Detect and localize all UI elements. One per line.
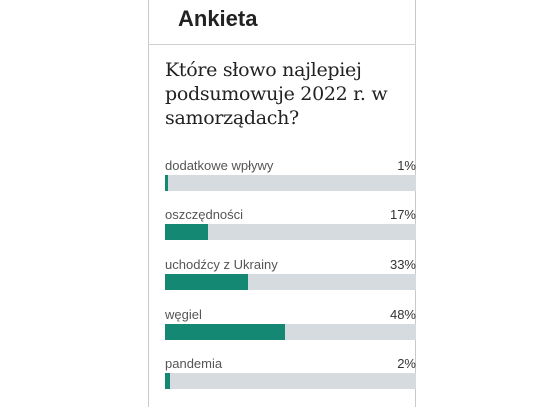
option-bar-fill [165, 373, 171, 389]
option-percent: 1% [397, 158, 416, 173]
poll-header: Ankieta [148, 0, 416, 45]
option-label: węgiel [165, 307, 202, 322]
poll-option-uchodzcy-z-ukrainy[interactable]: uchodźcy z Ukrainy 33% [165, 257, 416, 297]
option-percent: 17% [389, 207, 416, 222]
option-label: uchodźcy z Ukrainy [165, 257, 278, 272]
poll-option-wegiel[interactable]: węgiel 48% [165, 307, 416, 347]
option-percent: 33% [389, 257, 416, 272]
option-bar-fill [165, 324, 286, 340]
option-percent: 2% [397, 356, 416, 371]
option-bar-track [165, 274, 416, 290]
option-label: dodatkowe wpływy [165, 158, 274, 173]
poll-question: Które słowo najlepiej podsumowuje 2022 r… [165, 59, 388, 129]
poll-option-oszczednosci[interactable]: oszczędności 17% [165, 207, 416, 247]
option-bar-fill [165, 224, 208, 240]
poll-title: Ankieta [178, 6, 258, 31]
option-bar-track [165, 175, 416, 191]
option-bar-track [165, 324, 416, 340]
option-label: pandemia [165, 356, 223, 371]
option-bar-track [165, 373, 416, 389]
option-percent: 48% [389, 307, 416, 322]
poll-widget-frame [148, 0, 416, 407]
poll-option-dodatkowe-wplywy[interactable]: dodatkowe wpływy 1% [165, 158, 416, 198]
poll-option-pandemia[interactable]: pandemia 2% [165, 356, 416, 396]
option-bar-fill [165, 175, 168, 191]
option-label: oszczędności [165, 207, 244, 222]
option-bar-fill [165, 274, 248, 290]
option-bar-track [165, 224, 416, 240]
